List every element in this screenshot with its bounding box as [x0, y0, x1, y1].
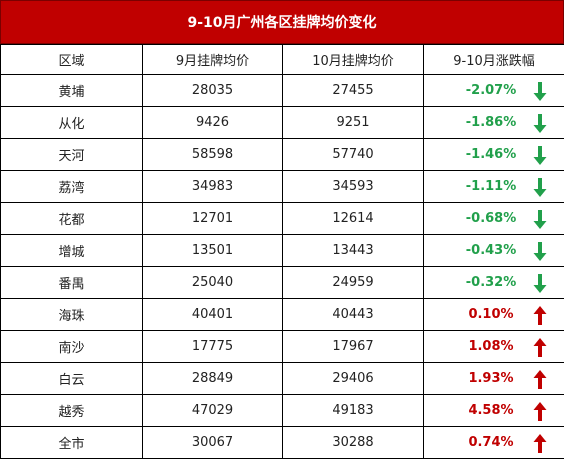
arrow-down-icon: [533, 146, 547, 165]
header-change: 9-10月涨跌幅: [423, 44, 564, 75]
district-cell: 黄埔: [0, 74, 143, 107]
table-row: 从化 9426 9251 -1.86%: [0, 106, 564, 139]
arrow-up-icon: [533, 402, 547, 421]
oct-price-cell: 57740: [282, 138, 424, 171]
sep-price-cell: 17775: [142, 330, 283, 363]
change-cell: -1.11%: [423, 170, 564, 203]
oct-price-cell: 13443: [282, 234, 424, 267]
table-row: 花都 12701 12614 -0.68%: [0, 202, 564, 235]
sep-price-cell: 58598: [142, 138, 283, 171]
district-cell: 荔湾: [0, 170, 143, 203]
sep-price-cell: 30067: [142, 426, 283, 459]
sep-price-cell: 28849: [142, 362, 283, 395]
change-cell: -0.43%: [423, 234, 564, 267]
sep-price-cell: 47029: [142, 394, 283, 427]
change-value: 1.08%: [468, 339, 514, 354]
sep-price-cell: 12701: [142, 202, 283, 235]
arrow-up-icon: [533, 306, 547, 325]
table-row: 天河 58598 57740 -1.46%: [0, 138, 564, 171]
table-row: 海珠 40401 40443 0.10%: [0, 298, 564, 331]
district-cell: 全市: [0, 426, 143, 459]
change-value: -0.32%: [465, 275, 517, 290]
sep-price-cell: 25040: [142, 266, 283, 299]
change-value: -1.11%: [465, 179, 517, 194]
change-cell: -0.68%: [423, 202, 564, 235]
arrow-down-icon: [533, 82, 547, 101]
sep-price-cell: 13501: [142, 234, 283, 267]
arrow-down-icon: [533, 274, 547, 293]
change-cell: -0.32%: [423, 266, 564, 299]
table-row: 增城 13501 13443 -0.43%: [0, 234, 564, 267]
sep-price-cell: 28035: [142, 74, 283, 107]
oct-price-cell: 30288: [282, 426, 424, 459]
header-district: 区域: [0, 44, 143, 75]
table-row: 番禺 25040 24959 -0.32%: [0, 266, 564, 299]
header-sep-price: 9月挂牌均价: [142, 44, 283, 75]
arrow-down-icon: [533, 114, 547, 133]
change-cell: -2.07%: [423, 74, 564, 107]
district-cell: 番禺: [0, 266, 143, 299]
table-row: 南沙 17775 17967 1.08%: [0, 330, 564, 363]
change-value: -2.07%: [465, 83, 517, 98]
table-body: 黄埔 28035 27455 -2.07% 从化 9426 9251 -1.86% 天河 5859…: [0, 74, 564, 459]
sep-price-cell: 40401: [142, 298, 283, 331]
sep-price-cell: 9426: [142, 106, 283, 139]
change-cell: 0.74%: [423, 426, 564, 459]
oct-price-cell: 9251: [282, 106, 424, 139]
district-cell: 增城: [0, 234, 143, 267]
arrow-down-icon: [533, 178, 547, 197]
oct-price-cell: 17967: [282, 330, 424, 363]
arrow-up-icon: [533, 338, 547, 357]
change-value: 0.74%: [468, 435, 514, 450]
district-cell: 海珠: [0, 298, 143, 331]
header-oct-price: 10月挂牌均价: [282, 44, 424, 75]
table-row: 越秀 47029 49183 4.58%: [0, 394, 564, 427]
district-cell: 白云: [0, 362, 143, 395]
table-row: 荔湾 34983 34593 -1.11%: [0, 170, 564, 203]
change-value: -0.43%: [465, 243, 517, 258]
change-cell: 0.10%: [423, 298, 564, 331]
change-value: 0.10%: [468, 307, 514, 322]
change-value: 4.58%: [468, 403, 514, 418]
change-cell: 1.08%: [423, 330, 564, 363]
change-cell: -1.46%: [423, 138, 564, 171]
oct-price-cell: 40443: [282, 298, 424, 331]
district-cell: 花都: [0, 202, 143, 235]
district-cell: 天河: [0, 138, 143, 171]
change-value: -0.68%: [465, 211, 517, 226]
oct-price-cell: 24959: [282, 266, 424, 299]
table-row: 全市 30067 30288 0.74%: [0, 426, 564, 459]
arrow-down-icon: [533, 242, 547, 261]
oct-price-cell: 34593: [282, 170, 424, 203]
table-row: 黄埔 28035 27455 -2.07%: [0, 74, 564, 107]
table-row: 白云 28849 29406 1.93%: [0, 362, 564, 395]
district-cell: 南沙: [0, 330, 143, 363]
change-value: -1.46%: [465, 147, 517, 162]
sep-price-cell: 34983: [142, 170, 283, 203]
oct-price-cell: 29406: [282, 362, 424, 395]
arrow-down-icon: [533, 210, 547, 229]
change-cell: -1.86%: [423, 106, 564, 139]
district-cell: 越秀: [0, 394, 143, 427]
change-cell: 1.93%: [423, 362, 564, 395]
oct-price-cell: 27455: [282, 74, 424, 107]
oct-price-cell: 12614: [282, 202, 424, 235]
oct-price-cell: 49183: [282, 394, 424, 427]
change-cell: 4.58%: [423, 394, 564, 427]
price-table: 区域 9月挂牌均价 10月挂牌均价 9-10月涨跌幅 黄埔 28035 27455 -…: [0, 44, 564, 459]
change-value: -1.86%: [465, 115, 517, 130]
arrow-up-icon: [533, 434, 547, 453]
header-row: 区域 9月挂牌均价 10月挂牌均价 9-10月涨跌幅: [0, 44, 564, 75]
arrow-up-icon: [533, 370, 547, 389]
table-title: 9-10月广州各区挂牌均价变化: [0, 0, 564, 44]
change-value: 1.93%: [468, 371, 514, 386]
district-cell: 从化: [0, 106, 143, 139]
